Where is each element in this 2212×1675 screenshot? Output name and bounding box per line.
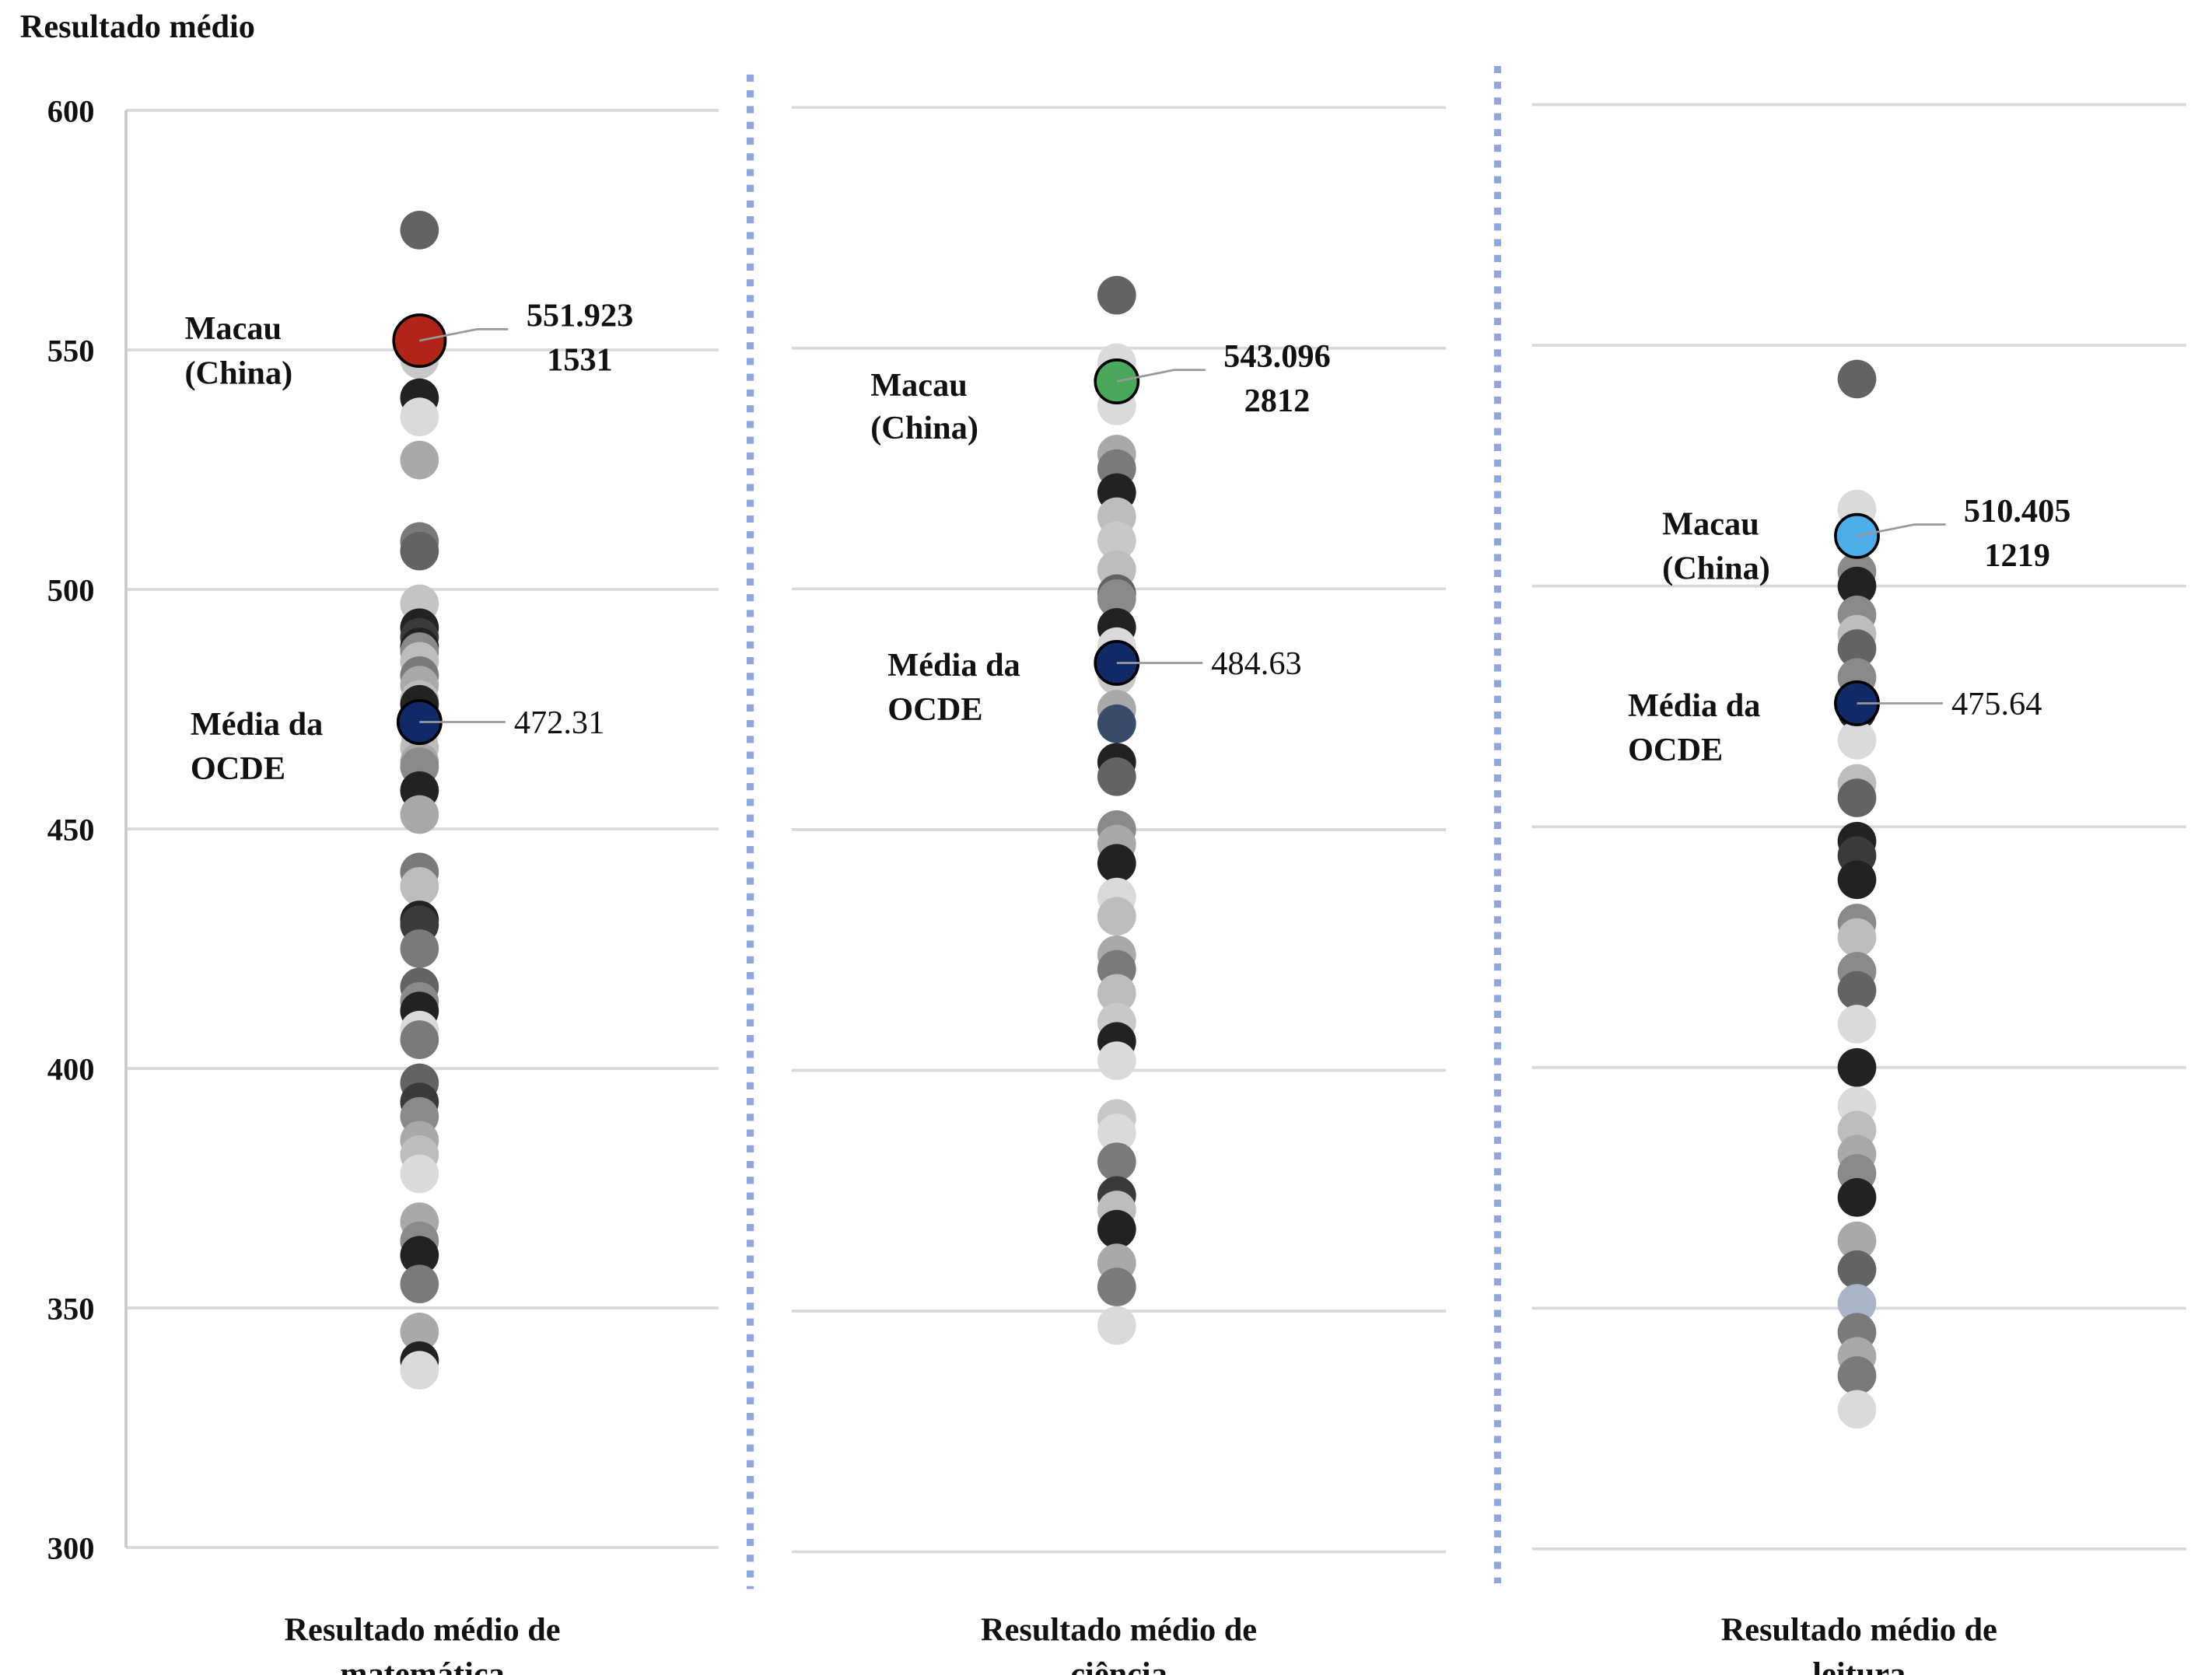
oecd-label: OCDE	[887, 691, 982, 728]
oecd-value-label: 472.31	[514, 705, 604, 741]
data-point	[1097, 1142, 1136, 1181]
data-point	[1837, 1178, 1877, 1217]
y-tick-label: 600	[47, 94, 95, 129]
data-point	[1097, 897, 1136, 936]
y-tick-label: 550	[47, 334, 95, 369]
y-tick-label: 500	[47, 573, 95, 608]
data-point	[1097, 1306, 1136, 1345]
panel-2: 475.64 Média da OCDE 510.405 1219 Macau (China…	[1531, 103, 2186, 1675]
data-point	[1097, 757, 1136, 796]
data-point	[400, 440, 439, 480]
x-axis-label: Resultado médio de	[1721, 1612, 1997, 1649]
data-point	[400, 1351, 439, 1390]
data-point	[1837, 970, 1877, 1010]
panel-0: 472.31 Média da OCDE 551.923 1531 Macau (China…	[124, 109, 719, 1675]
oecd-label: Média da	[191, 706, 324, 743]
data-point	[1837, 1390, 1877, 1429]
data-point	[1097, 275, 1136, 315]
data-point	[1837, 1356, 1877, 1395]
data-point	[1837, 629, 1877, 668]
data-point	[1097, 704, 1136, 743]
macau-label: Macau	[184, 310, 282, 347]
data-point	[1097, 1114, 1136, 1152]
data-point	[1097, 579, 1136, 618]
data-point	[1097, 974, 1136, 1013]
macau-label: Macau	[1662, 505, 1759, 542]
x-axis-label: ciência	[1070, 1656, 1167, 1675]
macau-label: (China)	[184, 355, 292, 391]
data-point	[1097, 844, 1136, 883]
data-point	[400, 929, 439, 968]
data-point	[1837, 566, 1877, 606]
macau-count-label: 1531	[547, 342, 613, 379]
x-axis-label: Resultado médio de	[981, 1612, 1257, 1649]
data-point	[1837, 918, 1877, 957]
y-tick-label: 350	[47, 1292, 95, 1327]
macau-leader-line	[1116, 369, 1206, 383]
data-point	[1837, 1221, 1877, 1261]
data-point	[1097, 521, 1136, 561]
macau-value-label: 551.923	[527, 298, 634, 334]
panel-1: 484.63 Média da OCDE 543.096 2812 Macau (China…	[791, 106, 1447, 1675]
data-point	[400, 795, 439, 834]
macau-count-label: 1219	[1984, 537, 2050, 574]
data-point	[1837, 1250, 1877, 1289]
oecd-label: OCDE	[191, 750, 285, 787]
data-point	[400, 531, 439, 571]
oecd-value-label: 475.64	[1951, 686, 2042, 722]
oecd-label: Média da	[1628, 687, 1761, 724]
y-tick-label: 450	[47, 813, 95, 848]
macau-count-label: 2812	[1244, 383, 1311, 419]
data-point	[400, 1264, 439, 1304]
data-point	[1837, 860, 1877, 900]
x-axis-label: Resultado médio de	[284, 1612, 560, 1649]
y-axis-title: Resultado médio	[20, 9, 255, 45]
y-axis-ticks: 300 350 400 450 500 550 600	[47, 94, 95, 1566]
chart-panels: 472.31 Média da OCDE 551.923 1531 Macau (China…	[124, 103, 2186, 1675]
oecd-label: Média da	[887, 647, 1020, 684]
x-axis-label: matemática	[340, 1656, 505, 1675]
y-tick-label: 400	[47, 1052, 95, 1087]
data-point	[400, 867, 439, 906]
data-point	[1837, 359, 1877, 399]
macau-leader-line	[1857, 523, 1946, 537]
data-point	[400, 1154, 439, 1194]
data-point	[400, 1312, 439, 1352]
data-point	[1097, 1268, 1136, 1306]
data-point	[400, 1236, 439, 1275]
data-point	[1837, 1005, 1877, 1044]
macau-leader-line	[419, 327, 509, 342]
data-point	[1837, 1284, 1877, 1323]
macau-value-label: 510.405	[1964, 493, 2071, 530]
oecd-value-label: 484.63	[1211, 645, 1301, 682]
oecd-label: OCDE	[1628, 732, 1723, 768]
data-point	[400, 1020, 439, 1059]
data-point	[1837, 778, 1877, 817]
macau-label: (China)	[870, 410, 978, 446]
data-point	[1097, 1041, 1136, 1080]
data-point	[1837, 1047, 1877, 1087]
data-point	[400, 211, 439, 250]
macau-label: (China)	[1662, 550, 1770, 586]
x-axis-label: leitura	[1812, 1656, 1906, 1675]
data-point	[400, 397, 439, 437]
data-point	[1097, 1209, 1136, 1249]
y-tick-label: 300	[47, 1531, 95, 1566]
data-point	[1837, 720, 1877, 760]
macau-value-label: 543.096	[1223, 338, 1331, 375]
macau-label: Macau	[870, 367, 968, 404]
